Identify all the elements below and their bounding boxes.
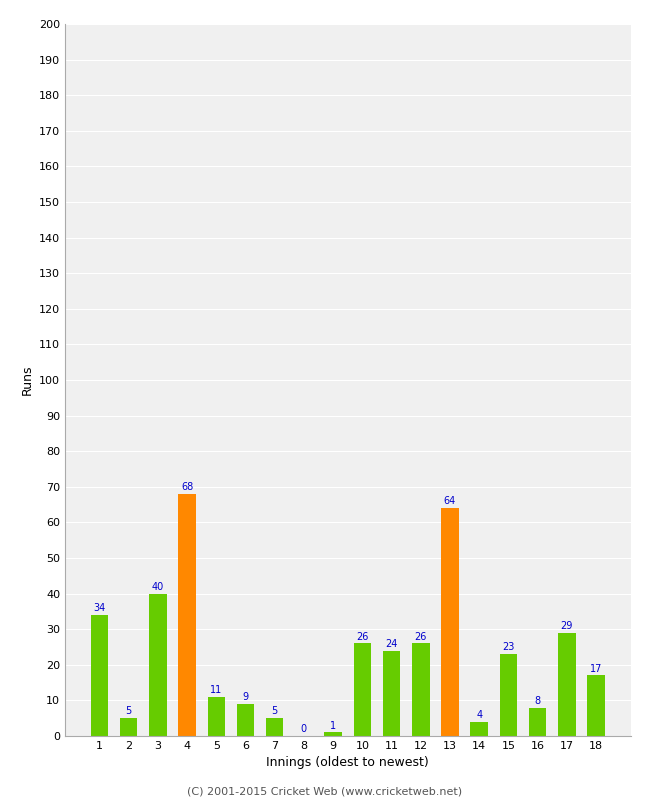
Bar <box>412 643 430 736</box>
Bar <box>471 722 488 736</box>
Text: 24: 24 <box>385 638 398 649</box>
Text: 17: 17 <box>590 664 602 674</box>
Text: 11: 11 <box>210 685 222 695</box>
Text: 9: 9 <box>242 692 248 702</box>
Bar <box>324 733 342 736</box>
Bar <box>354 643 371 736</box>
Text: 4: 4 <box>476 710 482 720</box>
Bar <box>500 654 517 736</box>
Text: 0: 0 <box>301 724 307 734</box>
Text: 26: 26 <box>415 632 427 642</box>
Bar <box>383 650 400 736</box>
X-axis label: Innings (oldest to newest): Innings (oldest to newest) <box>266 757 429 770</box>
Bar <box>441 508 459 736</box>
Y-axis label: Runs: Runs <box>20 365 33 395</box>
Bar <box>587 675 605 736</box>
Text: 64: 64 <box>444 496 456 506</box>
Bar <box>529 707 547 736</box>
Text: 26: 26 <box>356 632 369 642</box>
Text: 34: 34 <box>94 603 105 613</box>
Bar <box>120 718 137 736</box>
Text: 29: 29 <box>561 621 573 631</box>
Text: 23: 23 <box>502 642 515 652</box>
Bar <box>558 633 576 736</box>
Text: 5: 5 <box>125 706 132 717</box>
Text: 68: 68 <box>181 482 193 492</box>
Bar <box>178 494 196 736</box>
Text: 8: 8 <box>534 696 541 706</box>
Bar <box>207 697 225 736</box>
Bar <box>237 704 254 736</box>
Bar <box>149 594 166 736</box>
Text: 5: 5 <box>272 706 278 717</box>
Text: 1: 1 <box>330 721 336 730</box>
Text: (C) 2001-2015 Cricket Web (www.cricketweb.net): (C) 2001-2015 Cricket Web (www.cricketwe… <box>187 786 463 796</box>
Bar <box>91 615 109 736</box>
Text: 40: 40 <box>151 582 164 592</box>
Bar <box>266 718 283 736</box>
